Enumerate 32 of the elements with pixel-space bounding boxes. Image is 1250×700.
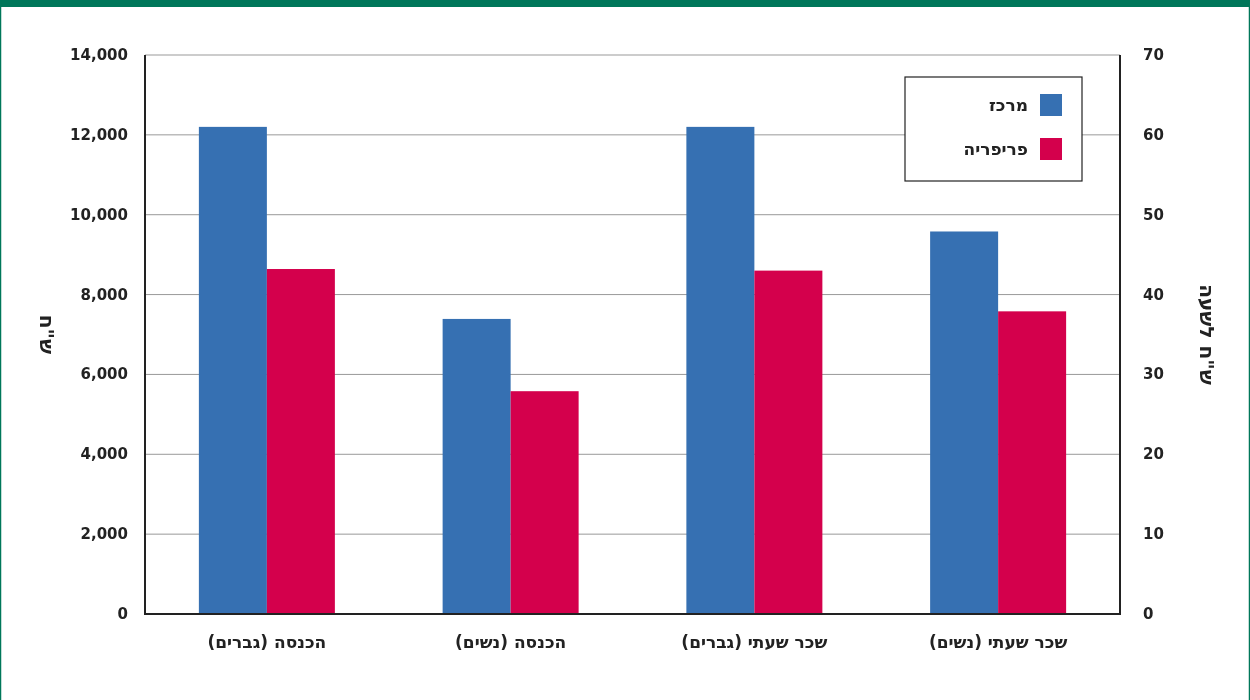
y-axis-title: ש"ח: [35, 314, 59, 355]
x-tick-label: שכר שעתי (גברים): [681, 632, 828, 652]
y-tick-label: 6,000: [80, 365, 128, 384]
bar: [998, 311, 1067, 614]
y-tick-label: 0: [117, 605, 128, 623]
y2-tick-label: 60: [1143, 125, 1164, 144]
y2-tick-label: 70: [1143, 46, 1164, 64]
bar: [442, 318, 511, 614]
y-tick-label: 4,000: [80, 445, 128, 464]
bar: [930, 231, 999, 614]
y-tick-label: 12,000: [70, 125, 128, 144]
bar: [754, 270, 823, 614]
legend-label: פריפריה: [963, 139, 1028, 159]
y2-axis-title: ש"ח לשעה: [1195, 284, 1219, 385]
y-tick-label: 14,000: [70, 46, 128, 64]
y2-tick-label: 0: [1143, 605, 1154, 623]
y2-tick-label: 10: [1143, 525, 1164, 544]
y-tick-label: 2,000: [80, 525, 128, 544]
y2-tick-label: 30: [1143, 365, 1164, 384]
bar: [686, 126, 755, 614]
bar: [510, 391, 579, 614]
x-tick-label: הכנסה (גברים): [207, 632, 327, 652]
y2-tick-label: 20: [1143, 445, 1164, 464]
bar: [198, 126, 267, 614]
x-tick-label: שכר שעתי (נשים): [928, 632, 1068, 652]
y-tick-label: 10,000: [70, 205, 128, 224]
y-tick-label: 8,000: [80, 285, 128, 304]
bar: [266, 269, 335, 614]
y2-tick-label: 40: [1143, 285, 1164, 304]
legend-label: מרכז: [989, 95, 1028, 115]
x-tick-label: הכנסה (נשים): [455, 632, 567, 652]
y2-tick-label: 50: [1143, 205, 1164, 224]
